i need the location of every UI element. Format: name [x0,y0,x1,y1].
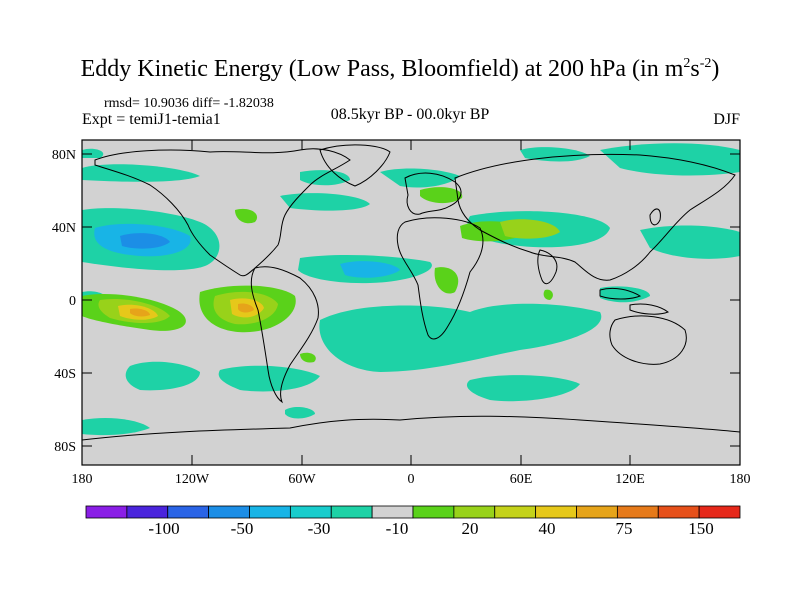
colorbar-swatch [330,505,373,519]
colorbar-label: 20 [462,519,479,538]
colorbar-swatch [412,505,455,519]
colorbar-swatch [126,505,169,519]
coastlines [82,144,740,441]
colorbar-label: -50 [231,519,254,538]
colorbar-label: -100 [148,519,179,538]
map-title: Eddy Kinetic Energy (Low Pass, Bloomfiel… [80,56,720,82]
colorbar-labels: -100 -50 -30 -10 20 40 75 150 [148,519,713,538]
lon-tick-label: 180 [72,472,93,487]
lat-tick-label: 80S [54,440,76,455]
lon-tick-label: 0 [408,472,415,487]
lon-axis [191,140,631,465]
lon-tick-label: 120E [615,472,645,487]
colorbar-swatch [535,505,577,519]
colorbar [85,505,741,519]
lat-tick-label: 40S [54,367,76,382]
lon-tick-labels: 180 120W 60W 0 60E 120E 180 [72,472,751,487]
colorbar-swatch [576,505,618,519]
lat-tick-label: 80N [52,148,76,163]
anomaly-field [82,143,740,441]
colorbar-swatch [616,505,659,519]
colorbar-label: 75 [616,519,633,538]
season-label: DJF [713,111,740,128]
rmsd-diff-label: rmsd= 10.9036 diff= -1.82038 [104,96,274,111]
colorbar-swatch [208,505,250,519]
colorbar-swatch [85,505,128,519]
lat-tick-label: 40N [52,221,76,236]
colorbar-label: -30 [308,519,331,538]
map-background [82,140,740,465]
colorbar-swatch [698,505,741,519]
lon-tick-label: 120W [175,472,210,487]
colorbar-swatch [657,505,700,519]
colorbar-label: 150 [688,519,714,538]
colorbar-label: 40 [539,519,556,538]
anomaly-level-minus50 [120,233,170,249]
colorbar-swatch [453,505,496,519]
colorbar-swatch [371,505,414,519]
lon-tick-label: 60E [510,472,533,487]
experiment-label: Expt = temiJ1-temia1 [82,111,221,128]
colorbar-swatch [167,505,210,519]
period-label: 08.5kyr BP - 00.0kyr BP [330,106,490,123]
lat-axis [82,153,740,447]
anomaly-level-plus150 [130,303,254,317]
lat-tick-labels: 80N 40N 0 40S 80S [52,148,76,455]
lon-tick-label: 180 [730,472,751,487]
lon-tick-label: 60W [288,472,316,487]
colorbar-label: -10 [386,519,409,538]
colorbar-swatch [249,505,291,519]
colorbar-swatch [289,505,332,519]
colorbar-swatch [494,505,537,519]
lat-tick-label: 0 [69,294,76,309]
